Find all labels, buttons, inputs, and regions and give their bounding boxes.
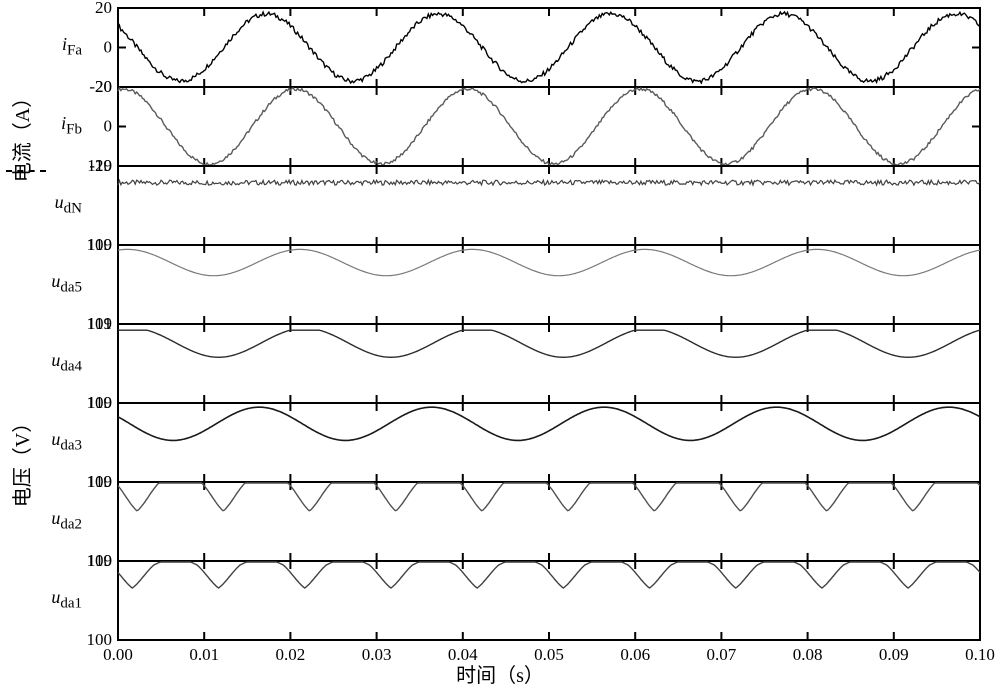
ytick-label: 119	[87, 235, 112, 254]
xtick-label: 0.02	[276, 645, 306, 660]
waveform-iFb	[118, 88, 980, 165]
xtick-label: 0.10	[965, 645, 995, 660]
ytick-label: 20	[95, 77, 112, 96]
xtick-label: 0.04	[448, 645, 478, 660]
xtick-label: 0.01	[189, 645, 219, 660]
ytick-label: 119	[87, 393, 112, 412]
xtick-label: 0.06	[620, 645, 650, 660]
ytick-label: 0	[104, 117, 113, 136]
panel-ylabel-udN: udN	[38, 192, 82, 222]
panel-frame-uda3	[118, 403, 980, 482]
xtick-label: 0.08	[793, 645, 823, 660]
waveform-udN	[118, 180, 980, 185]
chart-svg: -20020iFa-20020iFb100119udN101119uda5100…	[0, 0, 1000, 660]
waveform-uda4	[118, 330, 980, 357]
panel-ylabel-uda4: uda4	[38, 350, 82, 380]
ytick-label: 119	[87, 472, 112, 491]
xtick-label: 0.05	[534, 645, 564, 660]
xtick-label: 0.00	[103, 645, 133, 660]
panel-ylabel-uda1: uda1	[38, 587, 82, 617]
panel-frame-uda2	[118, 482, 980, 561]
ytick-label: 119	[87, 156, 112, 175]
ytick-label: 119	[87, 551, 112, 570]
panel-frame-uda5	[118, 245, 980, 324]
panel-ylabel-uda2: uda2	[38, 508, 82, 538]
ytick-label: 119	[87, 314, 112, 333]
ytick-label: 0	[104, 38, 113, 57]
multi-panel-figure: 电流（A） 电压（V） -20020iFa-20020iFb100119udN1…	[0, 0, 1000, 692]
xtick-label: 0.09	[879, 645, 909, 660]
panel-frame-udN	[118, 166, 980, 245]
x-axis-label: 时间（s）	[0, 659, 1000, 688]
waveform-iFa	[118, 12, 980, 83]
panel-ylabel-uda5: uda5	[38, 271, 82, 301]
xtick-label: 0.03	[362, 645, 392, 660]
ytick-label: 20	[95, 0, 112, 17]
waveform-uda5	[118, 249, 980, 275]
panel-ylabel-iFa: iFa	[38, 34, 82, 64]
waveform-uda3	[118, 407, 980, 440]
panel-ylabel-iFb: iFb	[38, 113, 82, 143]
panel-frame-iFb	[118, 87, 980, 166]
panel-ylabel-uda3: uda3	[38, 429, 82, 459]
xtick-label: 0.07	[707, 645, 737, 660]
